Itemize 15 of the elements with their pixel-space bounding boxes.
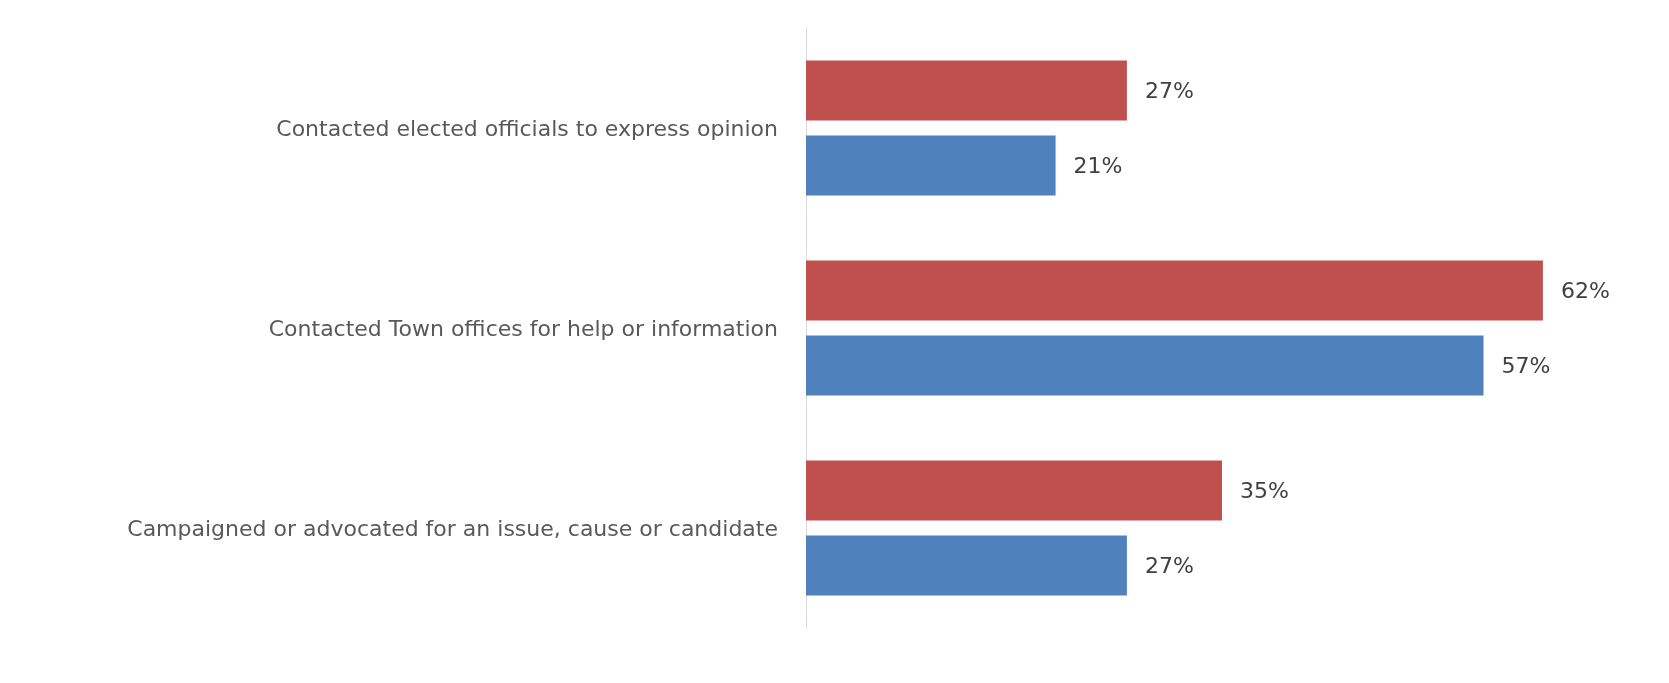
- y-tick-label: Contacted elected officials to express opinion: [276, 115, 778, 141]
- data-label: 27%: [1144, 78, 1194, 103]
- bar: [806, 135, 1056, 196]
- bar: [806, 260, 1543, 321]
- data-label: 27%: [1144, 553, 1194, 578]
- bar: [806, 335, 1484, 396]
- data-label: 62%: [1560, 278, 1610, 303]
- data-label: 57%: [1501, 353, 1551, 378]
- y-tick-label: Campaigned or advocated for an issue, cause or candidate: [127, 515, 778, 541]
- bar: [806, 60, 1127, 121]
- y-tick-label: Contacted Town offices for help or information: [268, 315, 778, 341]
- bar: [806, 535, 1127, 596]
- data-label: 35%: [1240, 478, 1289, 503]
- data-label: 21%: [1073, 153, 1123, 178]
- bar: [806, 460, 1222, 521]
